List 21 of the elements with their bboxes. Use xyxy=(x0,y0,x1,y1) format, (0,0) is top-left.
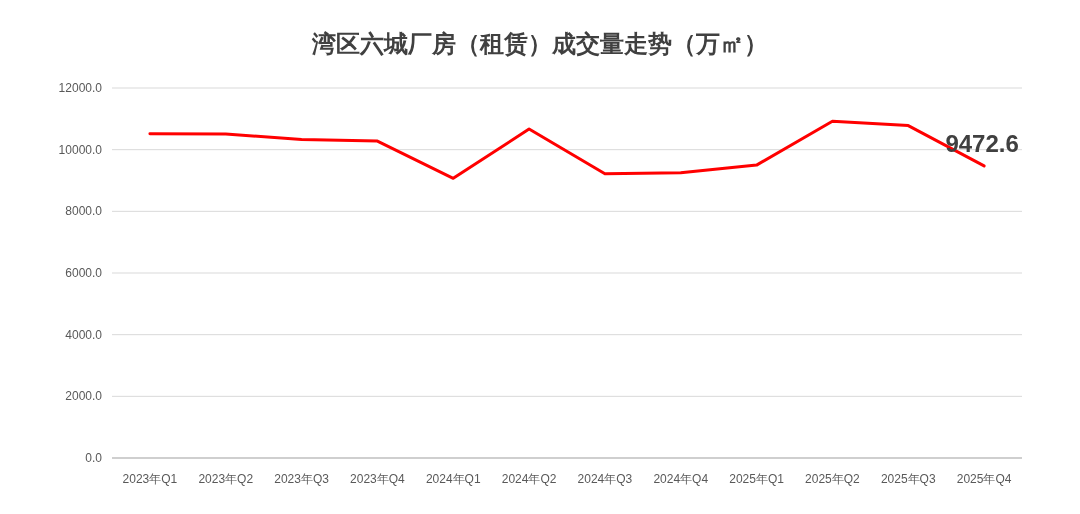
x-tick-label: 2023年Q3 xyxy=(274,472,330,486)
data-label: 9472.6 xyxy=(945,129,1019,157)
y-tick-label: 6000.0 xyxy=(65,266,103,280)
x-tick-label: 2025年Q2 xyxy=(805,472,861,486)
x-tick-label: 2024年Q1 xyxy=(425,472,481,486)
y-tick-label: 10000.0 xyxy=(58,142,103,157)
x-tick-label: 2025年Q4 xyxy=(956,472,1012,486)
x-tick-label: 2025年Q1 xyxy=(729,472,785,486)
y-tick-label: 8000.0 xyxy=(65,204,103,219)
y-tick-label: 4000.0 xyxy=(65,327,103,342)
x-tick-label: 2023年Q1 xyxy=(122,472,178,486)
x-tick-label: 2025年Q3 xyxy=(880,472,936,486)
x-tick-label: 2023年Q2 xyxy=(198,472,254,486)
y-tick-label: 2000.0 xyxy=(65,389,103,404)
x-tick-label: 2023年Q4 xyxy=(350,472,406,486)
x-tick-label: 2024年Q4 xyxy=(653,472,709,486)
x-tick-label: 2024年Q2 xyxy=(501,472,557,486)
chart-title: 湾区六城厂房（租赁）成交量走势（万㎡） xyxy=(311,30,768,57)
x-tick-label: 2024年Q3 xyxy=(577,472,633,486)
y-tick-label: 0.0 xyxy=(85,451,103,465)
y-tick-label: 12000.0 xyxy=(58,81,103,95)
